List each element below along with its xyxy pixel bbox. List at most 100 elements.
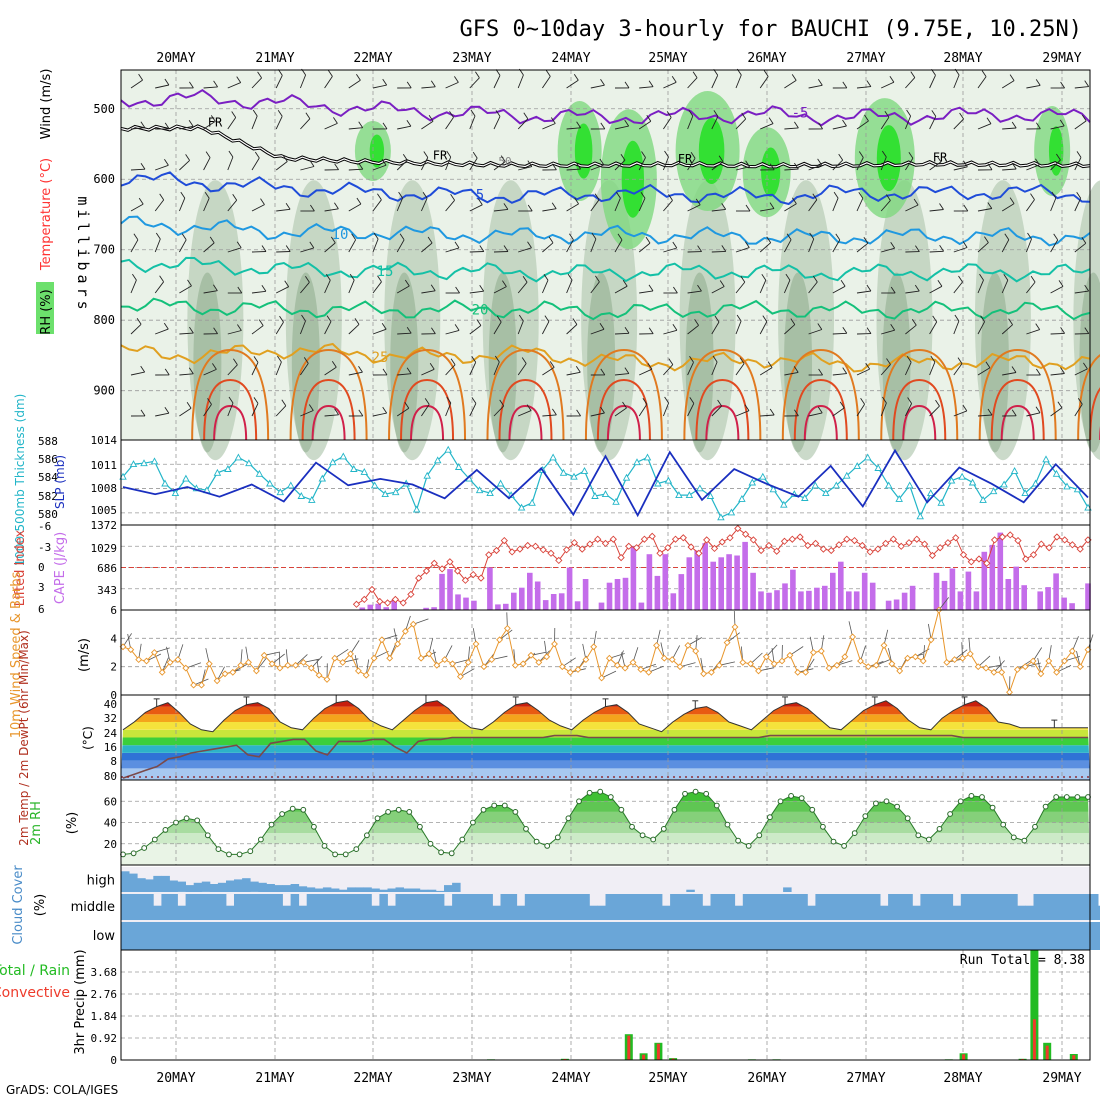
cloud-cover-bar — [444, 906, 453, 920]
cloud-cover-bar — [388, 906, 397, 920]
cloud-cover-bar — [880, 922, 889, 950]
cloud-cover-bar — [145, 879, 154, 892]
cloud-cover-bar — [912, 906, 921, 920]
cloud-cover-bar — [404, 889, 413, 893]
cloud-cover-bar — [1082, 922, 1091, 950]
cloud-cover-bar — [541, 922, 550, 950]
cloud-cover-bar — [654, 922, 663, 950]
rh2m-point — [131, 851, 136, 856]
rh2m-point — [343, 852, 348, 857]
cloud-cover-bar — [210, 922, 219, 950]
cloud-cover-bar — [178, 906, 187, 920]
cloud-cover-bar — [581, 922, 590, 950]
cloud-cover-bar — [662, 922, 671, 950]
cloud-cover-bar — [888, 894, 897, 920]
precip-tick-label: 3.68 — [91, 966, 118, 979]
cape-bar — [1053, 573, 1059, 610]
chart-title: GFS 0~10day 3-hourly for BAUCHI (9.75E, … — [459, 17, 1082, 42]
rh2m-point — [821, 824, 826, 829]
cape-bar — [894, 600, 900, 611]
cloud-cover-bar — [606, 922, 615, 950]
rh2m-tick-label: 20 — [104, 838, 117, 851]
cape-bar — [830, 573, 836, 610]
cloud-cover-bar — [549, 922, 558, 950]
rh2m-point — [428, 841, 433, 846]
rh2m-point — [842, 844, 847, 849]
cloud-cover-bar — [291, 922, 300, 950]
cloud-cover-bar — [202, 882, 211, 892]
top-date-label: 26MAY — [747, 51, 786, 66]
rh2m-band — [121, 844, 1090, 865]
rh2m-point — [990, 805, 995, 810]
cloud-cover-bar — [961, 894, 970, 920]
bottom-date-label: 22MAY — [353, 1071, 392, 1086]
cloud-cover-bar — [977, 922, 986, 950]
cloud-cover-bar — [347, 887, 356, 892]
cloud-cover-bar — [832, 922, 841, 950]
cloud-cover-bar — [307, 894, 316, 920]
cloud-cover-bar — [355, 922, 364, 950]
cloud-cover-bar — [945, 922, 954, 950]
cloud-cover-bar — [1074, 894, 1083, 920]
rh2m-point — [1064, 795, 1069, 800]
rh2m-point — [566, 816, 571, 821]
cloud-cover-bar — [904, 922, 913, 950]
cloud-cover-bar — [266, 894, 275, 920]
cape-bar — [886, 601, 892, 610]
cape-bar — [950, 569, 956, 611]
rh2m-point — [884, 799, 889, 804]
cloud-cover-bar — [589, 906, 598, 920]
wind-barb — [276, 252, 290, 253]
cloud-cover-bar — [1050, 894, 1059, 920]
cloud-cover-bar — [283, 922, 292, 950]
top-date-label: 23MAY — [452, 51, 491, 66]
lifted-index-tick-label: -6 — [38, 520, 51, 533]
cloud-cover-bar — [396, 887, 405, 892]
cloud-cover-bar — [145, 894, 154, 920]
cape-bar — [535, 582, 541, 611]
cloud-cover-bar — [371, 906, 380, 920]
cape-bar — [567, 568, 573, 611]
cape-bar — [631, 546, 637, 610]
cloud-cover-bar — [291, 894, 300, 920]
cloud-cover-bar — [985, 922, 994, 950]
cloud-cover-bar — [565, 894, 574, 920]
cloud-cover-bar — [840, 894, 849, 920]
cape-bar — [774, 590, 780, 610]
wind10m-tick-label: 2 — [110, 661, 117, 674]
rh2m-point — [651, 837, 656, 842]
cloud-cover-bar — [517, 906, 526, 920]
cloud-cover-bar — [1090, 894, 1099, 920]
cloud-cover-bar — [969, 922, 978, 950]
rh2m-point — [460, 837, 465, 842]
cape-bar — [862, 573, 868, 610]
cloud-cover-bar — [953, 906, 962, 920]
cape-bar — [1045, 587, 1051, 610]
cloud-cover-bar — [420, 890, 429, 892]
cape-tick-label: 343 — [97, 584, 117, 597]
cape-bar — [910, 586, 916, 610]
cloud-cover-bar — [121, 894, 130, 920]
cloud-cover-bar — [234, 894, 243, 920]
cloud-cover-bar — [266, 884, 275, 892]
cloud-cover-bar — [129, 894, 138, 920]
cape-tick-label: 1029 — [91, 542, 118, 555]
cape-bar — [1006, 579, 1012, 610]
precip-convective-bar — [962, 1054, 965, 1060]
temp2m-tick-label: 16 — [104, 741, 117, 754]
rh-saturated-core — [575, 124, 593, 179]
cloud-cover-bar — [848, 922, 857, 950]
cloud-cover-bar — [178, 882, 187, 892]
cloud-cover-bar — [396, 894, 405, 920]
precip-convective-bar — [1033, 1019, 1036, 1060]
wind-barb — [494, 252, 508, 253]
precip-tick-label: 0 — [110, 1054, 117, 1067]
rh2m-point — [778, 799, 783, 804]
cloud-cover-bar — [339, 894, 348, 920]
cloud-cover-bar — [920, 922, 929, 950]
cape-bar — [702, 543, 708, 610]
rh-saturated-core — [877, 125, 901, 191]
cape-bar — [718, 557, 724, 610]
cloud-cover-bar — [274, 922, 283, 950]
cloud-cover-bar — [557, 894, 566, 920]
